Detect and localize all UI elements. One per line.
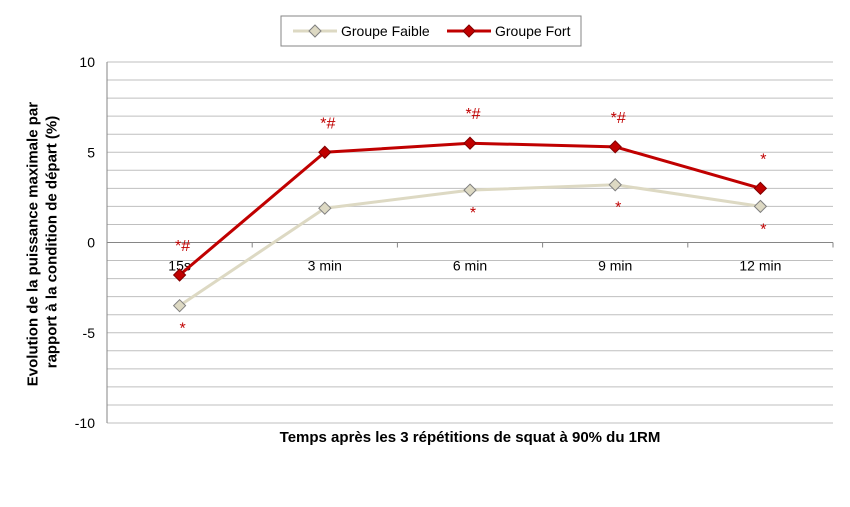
significance-annotation: * xyxy=(179,321,185,338)
legend-swatch-marker xyxy=(308,24,322,38)
x-tick-label: 12 min xyxy=(739,258,781,274)
x-tick-label: 3 min xyxy=(308,258,342,274)
data-point xyxy=(753,181,768,196)
x-axis-title: Temps après les 3 répétitions de squat à… xyxy=(280,429,661,446)
y-tick-label: 5 xyxy=(87,144,95,160)
significance-annotation: *# xyxy=(175,238,190,255)
annotations: *# * *# *# * *# * * * xyxy=(175,106,766,337)
data-point xyxy=(753,199,768,214)
data-point xyxy=(608,140,622,154)
y-tick-label: -10 xyxy=(75,415,95,431)
data-point xyxy=(172,298,187,313)
data-point xyxy=(463,183,477,197)
significance-annotation: * xyxy=(760,151,766,168)
x-tick-label: 6 min xyxy=(453,258,487,274)
axes xyxy=(106,62,834,423)
y-axis-ticks: -10 -5 0 5 10 xyxy=(75,54,95,431)
significance-annotation: * xyxy=(760,221,766,238)
series-groupe-fort xyxy=(172,136,768,282)
significance-annotation: * xyxy=(470,205,476,222)
y-axis-title-line-2: rapport à la condition de départ (%) xyxy=(43,116,60,369)
data-point xyxy=(318,201,332,215)
x-tick-label: 9 min xyxy=(598,258,632,274)
significance-annotation: *# xyxy=(611,110,626,127)
legend-label: Groupe Faible xyxy=(341,23,430,39)
data-point xyxy=(172,268,187,282)
y-tick-label: 10 xyxy=(79,54,95,70)
x-axis-ticks: 15s 3 min 6 min 9 min 12 min xyxy=(168,258,781,274)
legend-label: Groupe Fort xyxy=(495,23,571,39)
significance-annotation: *# xyxy=(320,115,335,132)
legend: Groupe Faible Groupe Fort xyxy=(280,15,582,47)
data-point xyxy=(318,145,332,159)
data-point xyxy=(608,178,622,192)
series-group xyxy=(172,136,768,313)
series-groupe-faible xyxy=(172,178,768,313)
y-tick-label: 0 xyxy=(87,235,95,251)
y-axis-title: Evolution de la puissance maximale par r… xyxy=(25,98,61,386)
y-tick-label: -5 xyxy=(83,325,96,341)
y-axis-title-line-1: Evolution de la puissance maximale par xyxy=(25,102,42,386)
legend-swatch-marker xyxy=(462,24,476,38)
significance-annotation: *# xyxy=(465,106,480,123)
data-point xyxy=(463,136,477,150)
significance-annotation: * xyxy=(615,200,621,217)
